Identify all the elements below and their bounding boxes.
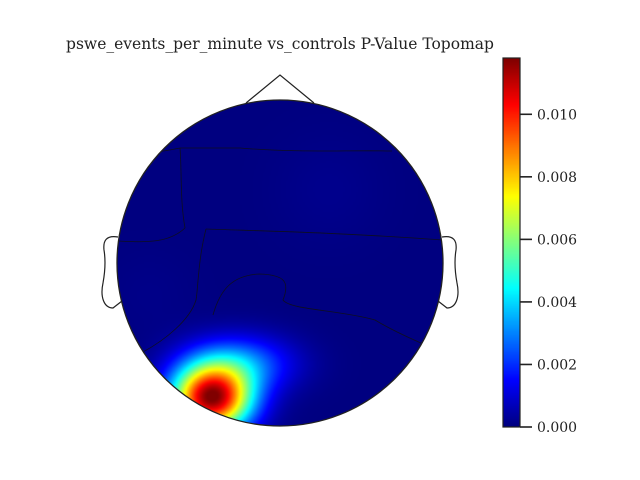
colorbar-tick-label: 0.004 <box>537 295 577 311</box>
contour-line <box>142 228 207 353</box>
colorbar-tick-label: 0.008 <box>537 170 577 186</box>
colorbar-frame <box>502 57 521 428</box>
head-circle <box>116 99 444 427</box>
colorbar: 0.000 0.002 0.004 0.006 0.008 0.010 <box>502 57 577 436</box>
contour-line <box>117 147 186 243</box>
nose-outline <box>245 74 315 104</box>
contour-line <box>205 228 443 241</box>
colorbar-tick-label: 0.000 <box>537 420 577 436</box>
heatmap-image <box>117 100 443 426</box>
right-ear-outline <box>437 236 459 309</box>
left-ear-outline <box>101 236 123 309</box>
head-outline <box>101 74 459 309</box>
colorbar-ticks: 0.000 0.002 0.004 0.006 0.008 0.010 <box>520 107 577 436</box>
colorbar-tick-label: 0.006 <box>537 232 577 248</box>
colorbar-tick-label: 0.002 <box>537 357 577 373</box>
contour-line <box>212 273 426 346</box>
colorbar-tick-label: 0.010 <box>537 107 577 123</box>
chart-title: pswe_events_per_minute vs_controls P-Val… <box>66 35 494 53</box>
colorbar-gradient <box>503 58 520 427</box>
